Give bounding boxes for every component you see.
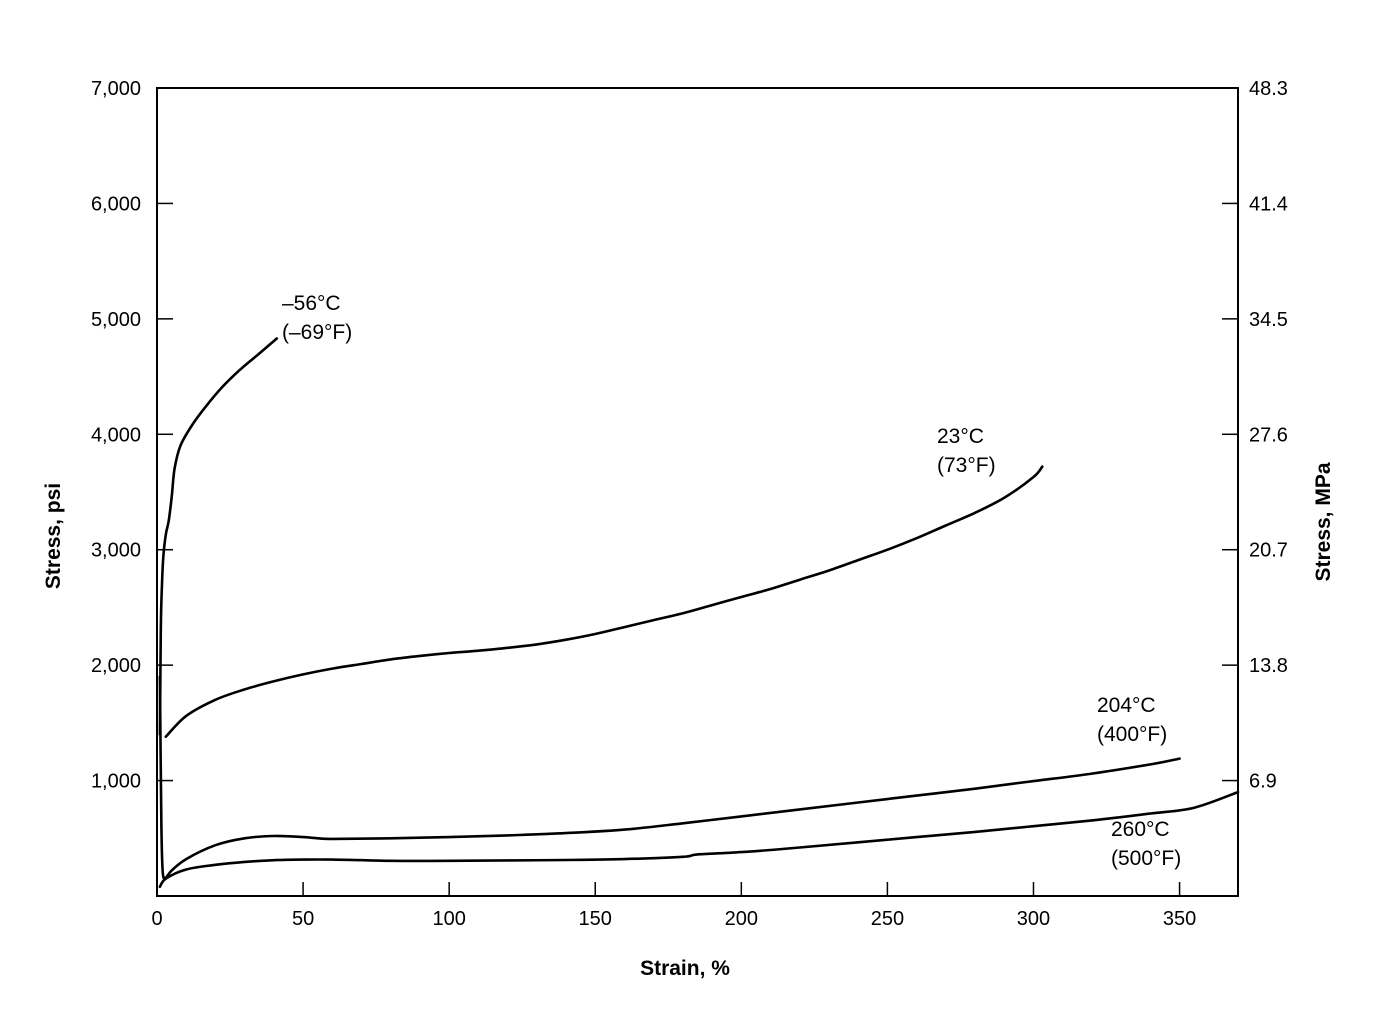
right-y-axis-title: Stress, MPa	[1312, 462, 1335, 581]
x-tick-label-200: 200	[725, 908, 758, 930]
curve-56-c	[158, 337, 279, 736]
x-axis-ticks: 0 50 100 150 200 250 300 350	[151, 882, 1196, 930]
left-y-tick-label-3000: 3,000	[91, 540, 141, 562]
right-y-tick-label-0: 6.9	[1249, 771, 1277, 793]
x-tick-label-300: 300	[1017, 908, 1050, 930]
left-y-tick-label-4000: 4,000	[91, 424, 141, 446]
curve-label-260-c-line-2: (500°F)	[1111, 847, 1181, 870]
x-tick-label-0: 0	[151, 908, 162, 930]
left-y-tick-label-7000: 7,000	[91, 78, 141, 100]
right-y-tick-label-3: 27.6	[1249, 424, 1288, 446]
curve-label-23-c-line-2: (73°F)	[937, 454, 996, 477]
plot-frame	[156, 87, 1239, 897]
curve-260-c	[158, 790, 1240, 889]
left-y-axis-title: Stress, psi	[42, 483, 65, 589]
left-y-tick-label-5000: 5,000	[91, 309, 141, 331]
left-y-tick-label-6000: 6,000	[91, 193, 141, 215]
curve-label-56-c-line-2: (–69°F)	[282, 321, 352, 344]
curve-204-c	[158, 675, 1181, 880]
curve-label-23-c-line-1: 23°C	[937, 425, 984, 448]
right-y-tick-label-5: 41.4	[1249, 193, 1288, 215]
x-tick-label-50: 50	[292, 908, 314, 930]
x-tick-label-250: 250	[871, 908, 904, 930]
x-tick-label-350: 350	[1163, 908, 1196, 930]
x-axis-title: Strain, %	[640, 957, 730, 980]
curve-labels: –56°C (–69°F) 23°C (73°F) 204°C (400°F) 260°C (…	[282, 292, 1181, 870]
right-y-tick-label-2: 20.7	[1249, 540, 1288, 562]
curve-label-56-c-line-1: –56°C	[282, 292, 341, 315]
right-y-tick-label-6: 48.3	[1249, 78, 1288, 100]
curve-label-204-c-line-1: 204°C	[1097, 694, 1156, 717]
left-y-axis-ticks: 1,000 2,000 3,000 4,000 5,000 6,000 7,000	[91, 78, 173, 793]
x-tick-label-100: 100	[432, 908, 465, 930]
x-tick-label-150: 150	[579, 908, 612, 930]
right-y-tick-label-1: 13.8	[1249, 655, 1288, 677]
left-y-tick-label-1000: 1,000	[91, 771, 141, 793]
curve-23-c	[164, 465, 1044, 738]
right-y-tick-label-4: 34.5	[1249, 309, 1288, 331]
curves	[158, 337, 1240, 889]
left-y-tick-label-2000: 2,000	[91, 655, 141, 677]
curve-label-204-c-line-2: (400°F)	[1097, 723, 1167, 746]
right-y-axis-ticks: 6.9 13.8 20.7 27.6 34.5 41.4 48.3	[1222, 78, 1288, 793]
curve-label-260-c-line-1: 260°C	[1111, 818, 1170, 841]
